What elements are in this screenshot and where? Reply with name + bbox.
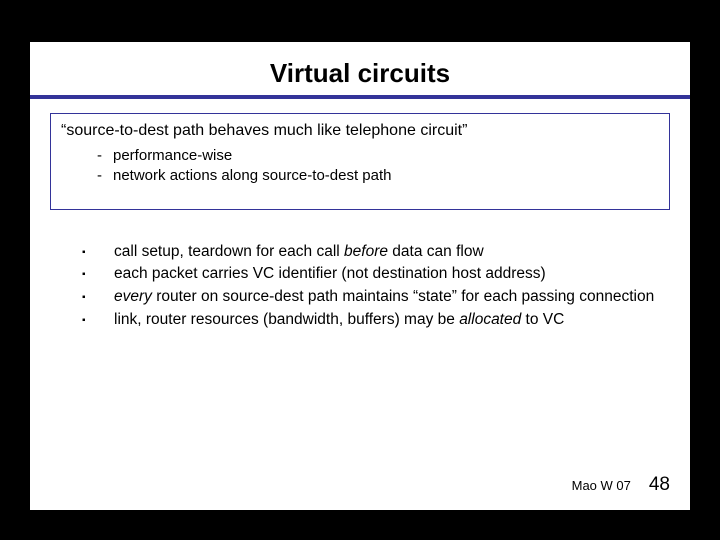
list-item: call setup, teardown for each call befor… (82, 242, 660, 263)
page-number: 48 (649, 474, 670, 496)
emphasis: before (344, 243, 388, 260)
main-bullet-list: call setup, teardown for each call befor… (82, 242, 660, 332)
footer-credit: Mao W 07 (572, 478, 631, 493)
emphasis: every (114, 288, 152, 305)
text: call setup, teardown for each call (114, 243, 344, 260)
text: data can flow (388, 243, 484, 260)
slide-title: Virtual circuits (30, 42, 690, 95)
box-list-item: performance-wise (97, 146, 659, 166)
slide-footer: Mao W 07 48 (572, 474, 670, 496)
box-list: performance-wise network actions along s… (61, 146, 659, 187)
list-item: each packet carries VC identifier (not d… (82, 264, 660, 285)
list-item: every router on source-dest path maintai… (82, 287, 660, 308)
title-underline (30, 95, 690, 99)
slide-container: Virtual circuits “source-to-dest path be… (30, 42, 690, 510)
list-item: link, router resources (bandwidth, buffe… (82, 310, 660, 331)
text: link, router resources (bandwidth, buffe… (114, 311, 459, 328)
text: router on source-dest path maintains “st… (152, 288, 654, 305)
box-heading: “source-to-dest path behaves much like t… (61, 122, 659, 140)
emphasis: allocated (459, 311, 521, 328)
box-list-item: network actions along source-to-dest pat… (97, 166, 659, 186)
text: to VC (521, 311, 564, 328)
highlight-box: “source-to-dest path behaves much like t… (50, 113, 670, 210)
